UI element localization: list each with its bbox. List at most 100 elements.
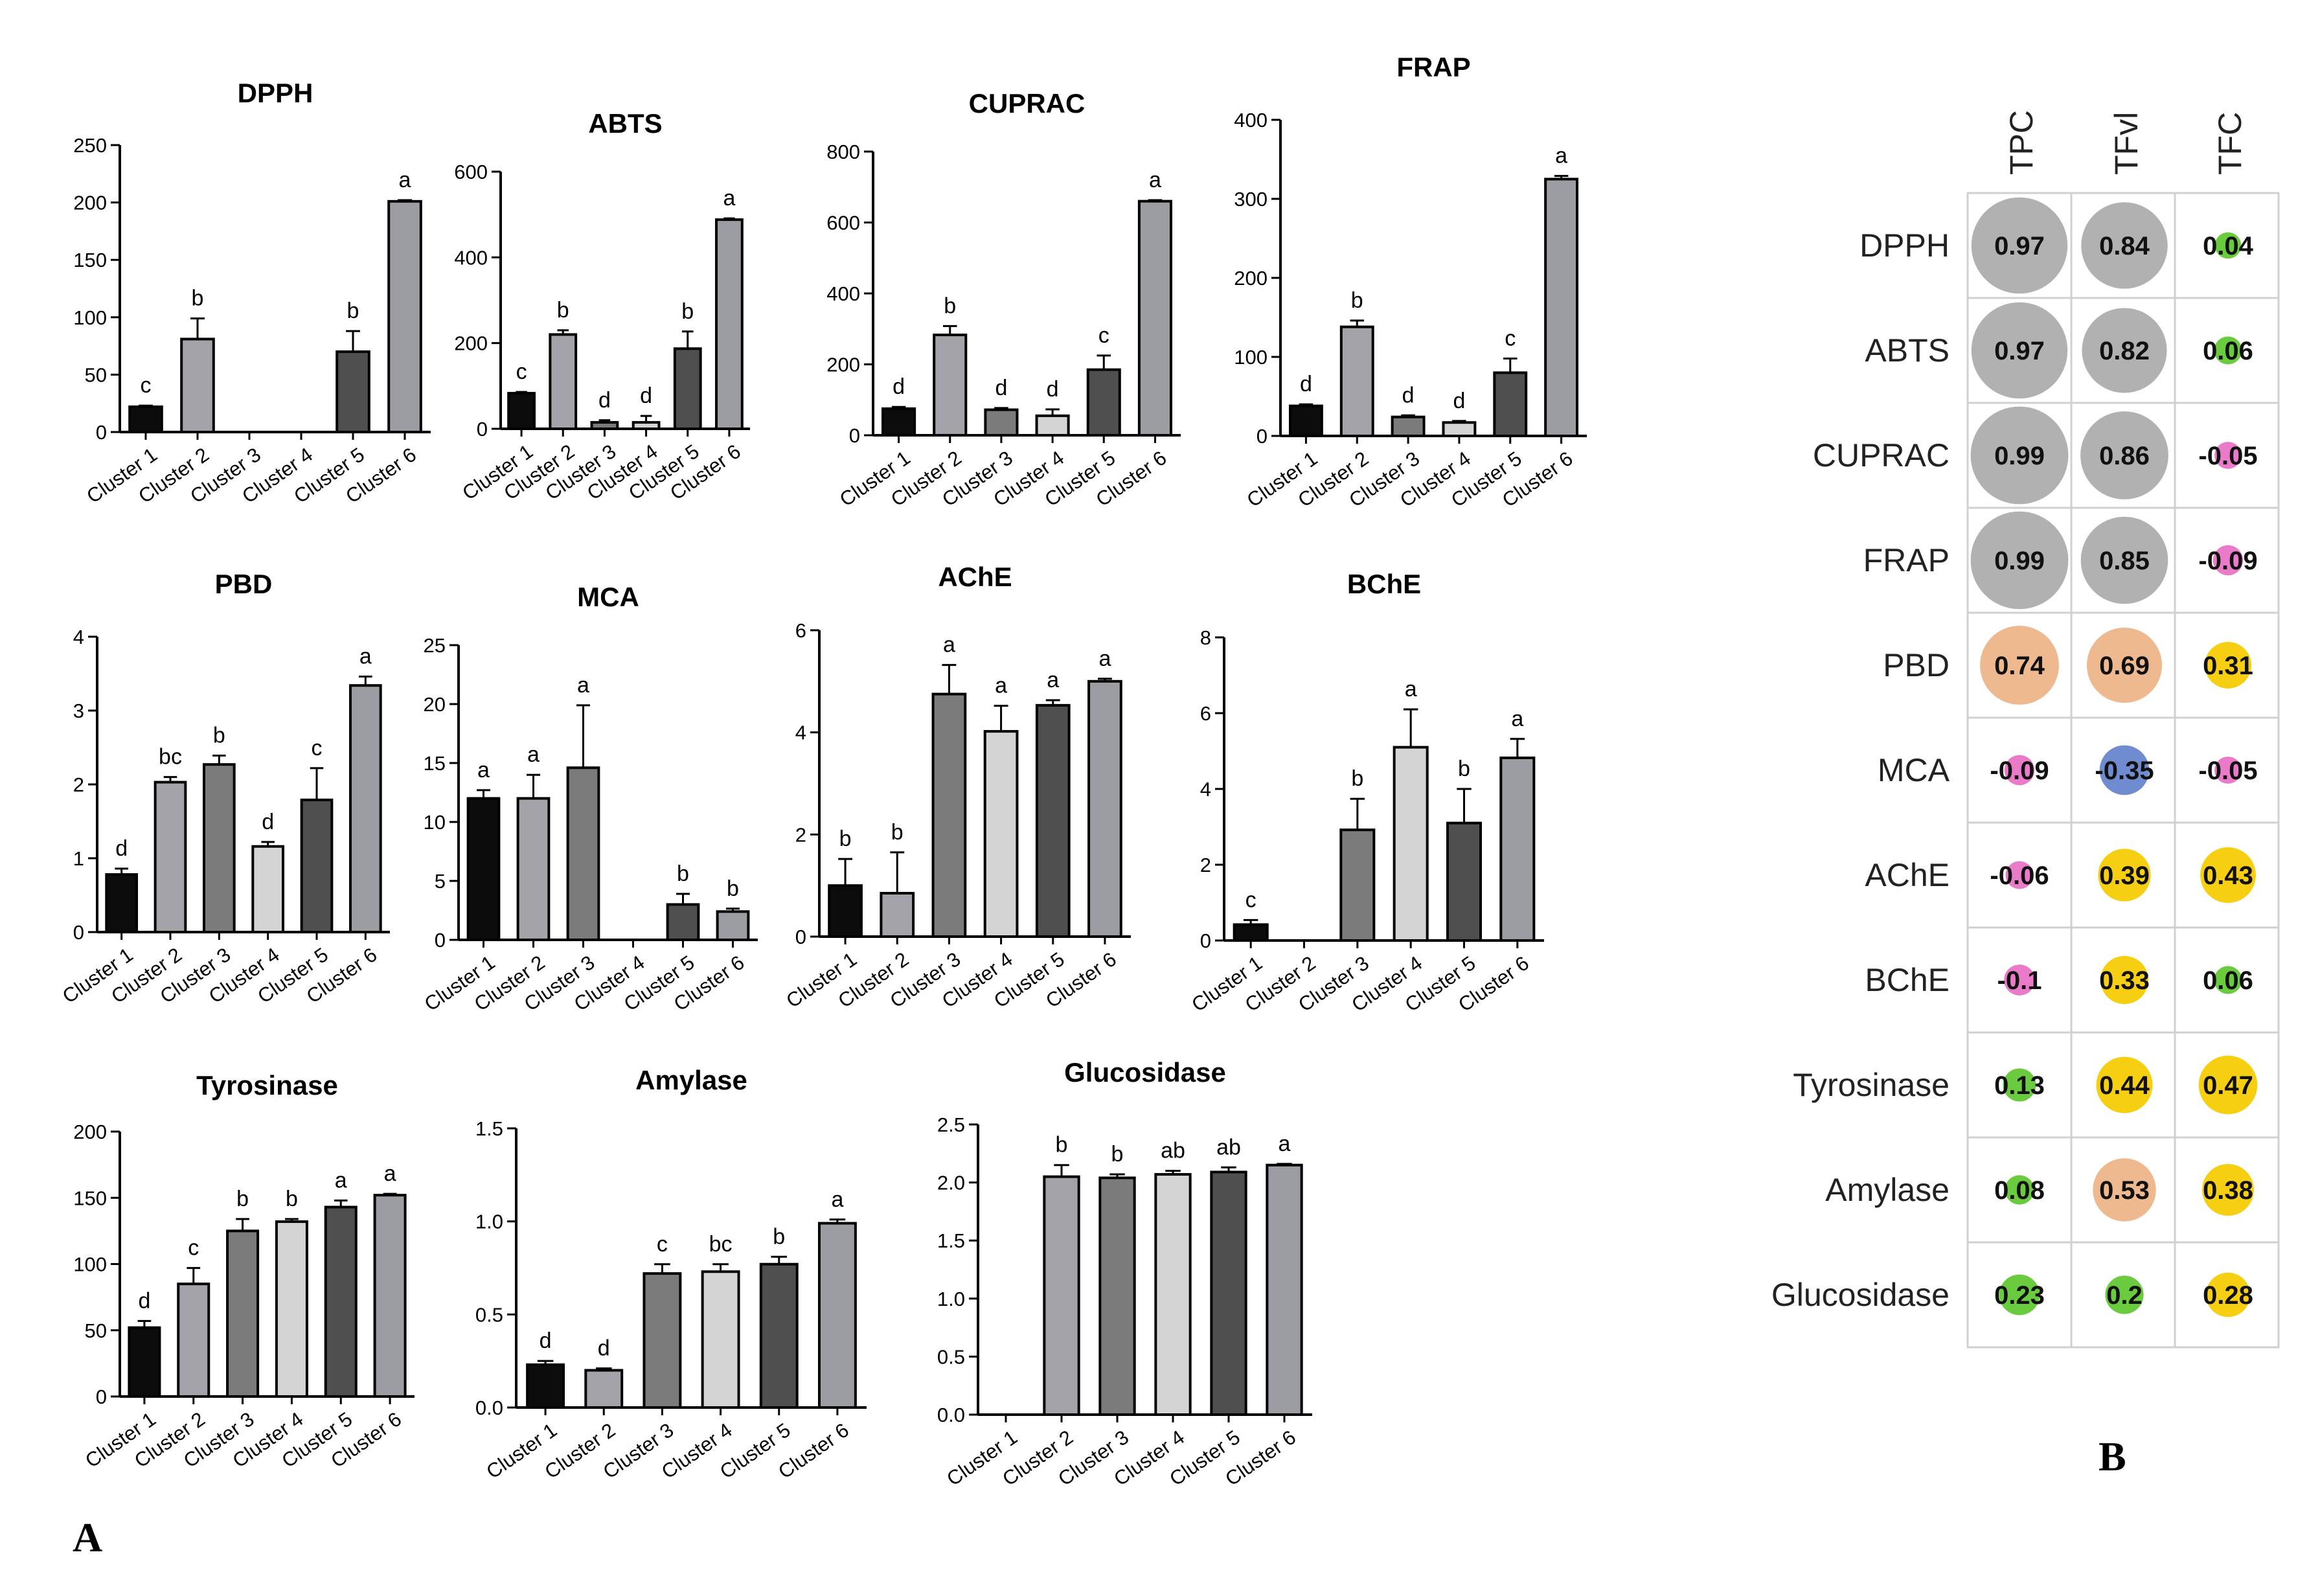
y-tick-label: 4 [795, 722, 806, 744]
correlation-circle [2081, 202, 2168, 289]
bar [373, 1194, 407, 1398]
bar [516, 797, 551, 941]
correlation-circle [2198, 1055, 2258, 1115]
correlation-value: 0.31 [2203, 652, 2253, 680]
correlation-value: -0.09 [1990, 757, 2049, 785]
y-tick-label: 6 [795, 619, 806, 642]
row-label-mca: MCA [1878, 752, 1950, 788]
correlation-value: 0.43 [2203, 861, 2253, 890]
correlation-value: 0.84 [2099, 232, 2150, 260]
chart-title: MCA [577, 582, 639, 612]
significance-letter: a [1279, 1132, 1291, 1156]
y-tick-label: 200 [73, 192, 107, 214]
correlation-circle [1980, 626, 2059, 705]
bar [324, 1205, 358, 1398]
bar [177, 1282, 210, 1398]
correlation-circle [2214, 966, 2242, 994]
significance-letter: a [384, 1161, 396, 1186]
bar [202, 763, 236, 933]
y-tick-label: 50 [85, 363, 107, 386]
correlation-circle [1970, 406, 2069, 505]
y-tick-label: 0.5 [937, 1345, 965, 1368]
bar [128, 405, 163, 433]
correlation-circle [2201, 1163, 2255, 1216]
significance-letter: d [262, 810, 274, 834]
correlation-circle [2086, 627, 2163, 703]
row-label-amylase: Amylase [1825, 1172, 1950, 1208]
y-tick-label: 800 [826, 141, 860, 163]
y-tick-label: 2.5 [937, 1113, 965, 1136]
bar [759, 1262, 799, 1409]
correlation-circle [2080, 411, 2168, 499]
correlation-value: 0.97 [1994, 337, 2045, 365]
correlation-circle [2096, 1056, 2153, 1113]
significance-letter: b [1056, 1133, 1068, 1157]
correlation-circle [1970, 511, 2069, 610]
bar [128, 1326, 161, 1398]
bar [983, 730, 1019, 938]
bar [1339, 325, 1374, 438]
bar [466, 797, 501, 941]
y-tick-label: 0 [849, 424, 860, 447]
significance-letter: b [677, 861, 689, 886]
significance-letter: a [1405, 677, 1417, 701]
correlation-value: 0.86 [2099, 442, 2150, 470]
significance-letter: d [1453, 389, 1465, 413]
correlation-value: 0.53 [2099, 1176, 2150, 1205]
correlation-circle [2099, 745, 2150, 795]
y-tick-label: 4 [1200, 778, 1211, 801]
bar [387, 200, 422, 433]
column-label-tpc: TPC [2003, 110, 2040, 175]
correlation-value: 0.06 [2203, 966, 2253, 995]
chart-title: Glucosidase [1064, 1057, 1226, 1088]
correlation-circle [2093, 1158, 2156, 1222]
correlation-value: 0.99 [1994, 442, 2045, 470]
bar [180, 337, 215, 434]
correlation-value: -0.05 [2198, 757, 2257, 785]
bar [673, 347, 702, 430]
row-label-tyrosinase: Tyrosinase [1793, 1067, 1950, 1103]
row-label-dpph: DPPH [1859, 227, 1950, 264]
y-tick-label: 150 [73, 1187, 107, 1209]
panel-label-a: A [73, 1514, 102, 1560]
correlation-value: 0.82 [2099, 337, 2150, 365]
significance-letter: d [540, 1328, 552, 1353]
y-tick-label: 100 [1234, 346, 1268, 369]
significance-letter: b [944, 293, 956, 318]
y-tick-label: 0.0 [475, 1396, 503, 1419]
significance-letter: a [995, 674, 1007, 698]
correlation-value: 0.99 [1994, 547, 2045, 575]
y-tick-label: 3 [73, 700, 84, 722]
correlation-circle [2082, 308, 2167, 393]
y-tick-label: 0.0 [937, 1404, 965, 1426]
correlation-circle [2005, 1175, 2034, 1205]
significance-letter: a [1511, 707, 1523, 731]
correlation-circle [2200, 847, 2256, 903]
significance-letter: b [1458, 757, 1470, 781]
bar [1499, 757, 1536, 942]
chart-title: Tyrosinase [196, 1070, 338, 1100]
significance-letter: a [399, 168, 411, 192]
row-label-glucosidase: Glucosidase [1771, 1277, 1950, 1313]
y-tick-label: 1.0 [475, 1211, 503, 1233]
significance-letter: c [1505, 326, 1516, 350]
significance-letter: b [727, 876, 739, 901]
y-tick-label: 1 [73, 847, 84, 870]
correlation-circle [2214, 442, 2242, 469]
correlation-value: 0.39 [2099, 861, 2150, 890]
significance-letter: ab [1216, 1135, 1241, 1159]
significance-letter: a [335, 1168, 347, 1192]
bar [828, 884, 863, 938]
y-tick-label: 0 [96, 1385, 107, 1408]
bar [716, 910, 750, 941]
correlation-value: 0.74 [1994, 652, 2045, 680]
bar [1087, 679, 1122, 939]
significance-letter: a [831, 1187, 843, 1212]
significance-letter: ab [1161, 1139, 1185, 1163]
y-tick-label: 0 [1200, 929, 1211, 952]
significance-letter: a [1047, 668, 1059, 692]
